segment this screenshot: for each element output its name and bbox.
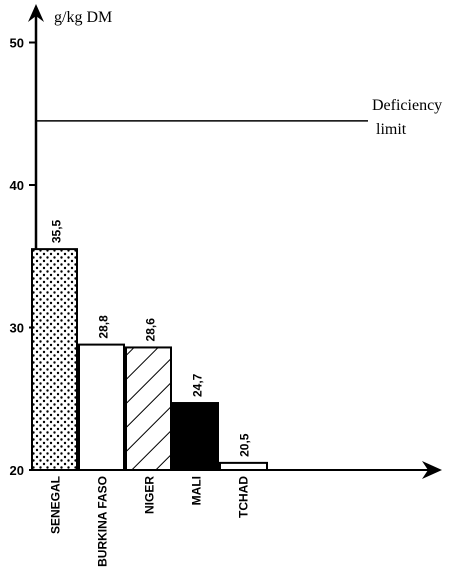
category-label: NIGER	[143, 476, 157, 514]
bars	[31, 248, 268, 472]
y-ticks: 20 30 40 50	[10, 36, 36, 478]
value-label: 28,6	[144, 318, 158, 342]
y-tick-label: 30	[10, 321, 24, 336]
y-tick-label: 40	[10, 178, 24, 193]
category-label: SENEGAL	[49, 476, 63, 534]
y-tick-label: 50	[10, 36, 24, 51]
x-axis-arrow	[422, 461, 442, 479]
y-axis-arrow	[28, 4, 44, 22]
bar-mali	[172, 402, 219, 471]
deficiency-limit: Deficiency limit	[36, 97, 442, 138]
category-label: BURKINA FASO	[96, 476, 110, 567]
bar-burkina-faso	[78, 343, 125, 472]
deficiency-limit-label: Deficiency	[372, 97, 442, 114]
y-tick-label: 20	[10, 463, 24, 478]
bar-tchad	[219, 461, 268, 471]
y-axis-label: g/kg DM	[54, 9, 112, 26]
value-label: 20,5	[238, 433, 252, 457]
category-label: MALI	[190, 476, 204, 505]
bar-senegal	[31, 248, 78, 471]
deficiency-limit-label-2: limit	[376, 121, 407, 138]
value-labels: 35,5 28,8 28,6 24,7 20,5	[50, 219, 252, 456]
value-label: 24,7	[191, 373, 205, 397]
category-labels: SENEGAL BURKINA FASO NIGER MALI TCHAD	[49, 476, 251, 567]
value-label: 28,8	[97, 315, 111, 339]
value-label: 35,5	[50, 219, 64, 243]
category-label: TCHAD	[237, 476, 251, 518]
bar-niger	[125, 346, 172, 472]
